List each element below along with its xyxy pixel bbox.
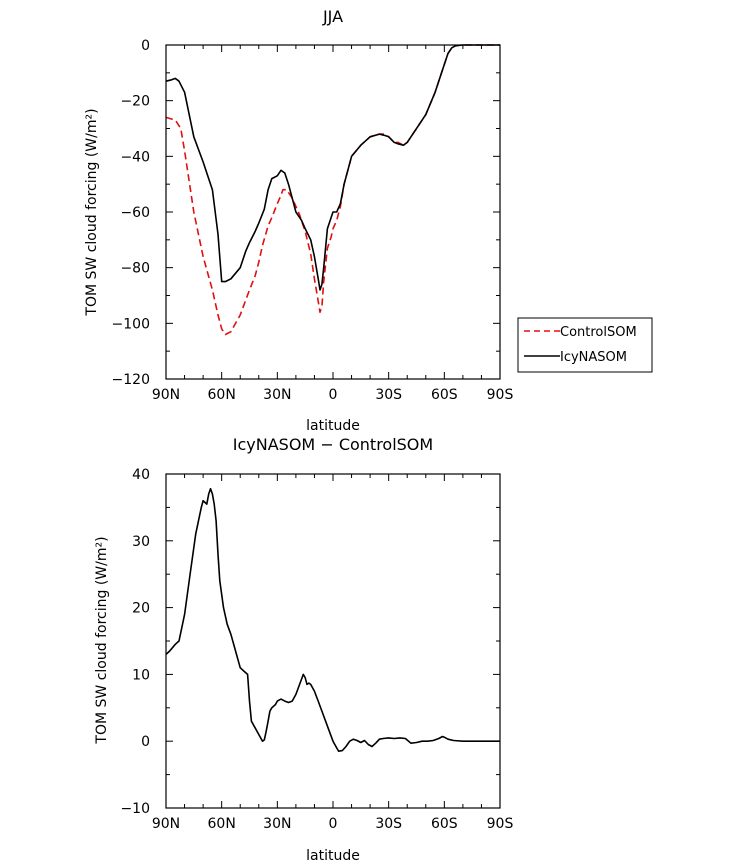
chart-title: JJA [322,7,343,26]
y-tick-label: −80 [120,261,150,277]
x-tick-label: 60S [431,816,458,832]
series-line-difference [165,487,500,752]
x-axis-label: latitude [306,848,360,864]
x-tick-label: 30S [375,816,402,832]
panel-top-jja: JJA latitude TOM SW cloud forcing (W/m²)… [84,7,513,434]
x-tick-label: 30N [263,816,291,832]
y-tick-label: 20 [132,601,150,617]
x-tick-label: 30S [375,387,402,403]
y-tick-label: −60 [120,205,150,221]
y-tick-label: −120 [112,372,150,388]
y-tick-label: 10 [132,667,150,683]
series-line-icynasom [165,44,500,291]
series-line-controlsom [165,44,500,336]
y-tick-label: −10 [120,801,150,817]
panel-bottom-difference: IcyNASOM − ControlSOM latitude TOM SW cl… [94,435,513,864]
x-tick-label: 90S [487,387,514,403]
x-tick-label: 60N [208,816,236,832]
x-tick-label: 0 [329,387,338,403]
y-tick-label: −40 [120,149,150,165]
y-tick-label: −100 [112,316,150,332]
y-tick-label: 0 [141,734,150,750]
x-tick-label: 60S [431,387,458,403]
y-tick-label: 40 [132,467,150,483]
y-tick-label: −20 [120,94,150,110]
x-tick-label: 90N [152,387,180,403]
plot-area: 90N 60N 30N 0 30S 60S 90S 0 −20 −40 −60 −80 −100 −120 [112,38,514,403]
x-tick-label: 90S [487,816,514,832]
x-tick-label: 60N [208,387,236,403]
plot-area: 90N 60N 30N 0 30S 60S 90S 40 30 20 10 0 −10 [120,467,513,832]
legend: ControlSOM IcyNASOM [517,317,653,373]
x-tick-label: 90N [152,816,180,832]
legend-label-controlsom: ControlSOM [560,325,637,340]
y-axis-label: TOM SW cloud forcing (W/m²) [84,108,100,316]
x-tick-label: 30N [263,387,291,403]
y-axis-label: TOM SW cloud forcing (W/m²) [94,536,110,744]
legend-box [517,317,653,373]
legend-label-icynasom: IcyNASOM [560,350,627,365]
y-tick-label: 30 [132,534,150,550]
x-tick-label: 0 [329,816,338,832]
y-tick-label: 0 [141,38,150,54]
x-axis-label: latitude [306,418,360,434]
chart-title: IcyNASOM − ControlSOM [233,435,433,454]
